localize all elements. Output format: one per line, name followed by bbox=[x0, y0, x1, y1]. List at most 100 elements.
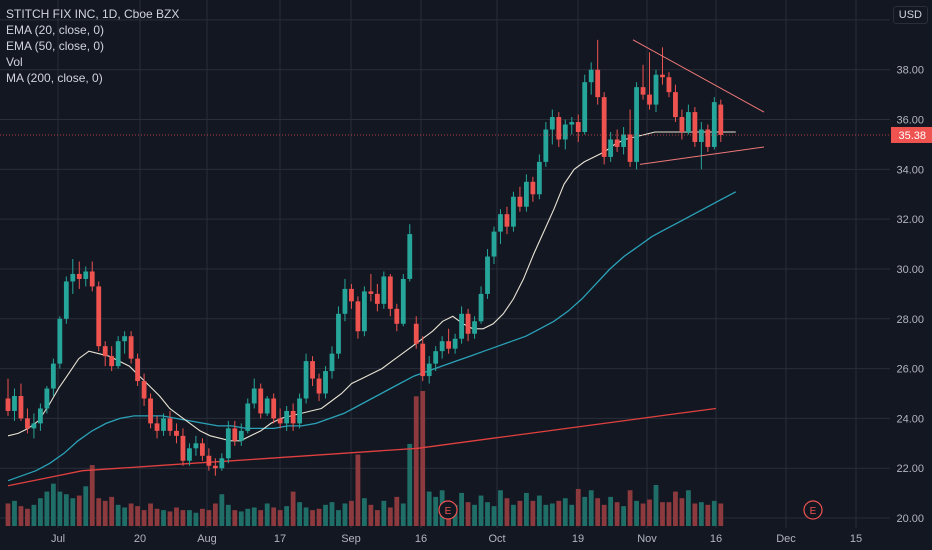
candle-body bbox=[206, 455, 212, 466]
volume-bar bbox=[705, 504, 711, 526]
y-tick-label: 38.00 bbox=[896, 65, 924, 77]
x-tick-label: 19 bbox=[572, 533, 584, 545]
candle-body bbox=[718, 104, 724, 135]
volume-bar bbox=[251, 507, 257, 526]
volume-bar bbox=[180, 510, 186, 526]
volume-bar bbox=[57, 491, 63, 526]
candle-body bbox=[303, 361, 309, 399]
candle-body bbox=[225, 428, 231, 459]
candle-body bbox=[647, 94, 652, 105]
candle-body bbox=[660, 74, 665, 78]
volume-bar bbox=[504, 498, 510, 526]
symbol-title[interactable]: STITCH FIX INC, 1D, Cboe BZX bbox=[6, 7, 180, 21]
candle-body bbox=[394, 308, 400, 324]
currency-badge[interactable]: USD bbox=[892, 6, 928, 24]
candle-body bbox=[517, 196, 523, 207]
volume-bar bbox=[608, 496, 614, 526]
candle-body bbox=[277, 418, 283, 424]
candle-body bbox=[109, 356, 115, 367]
earnings-marker bbox=[803, 500, 823, 520]
volume-bar bbox=[485, 502, 490, 526]
indicator-ma200[interactable]: MA (200, close, 0) bbox=[6, 71, 103, 85]
candle-body bbox=[5, 398, 11, 411]
candle-body bbox=[38, 408, 43, 424]
volume-bar bbox=[212, 503, 218, 526]
volume-bar bbox=[225, 504, 231, 526]
y-tick-label: 20.00 bbox=[896, 513, 924, 525]
candle-body bbox=[504, 214, 510, 227]
volume-bar bbox=[297, 502, 302, 526]
candle-body bbox=[673, 92, 678, 118]
indicator-volume[interactable]: Vol bbox=[6, 55, 23, 69]
candle-body bbox=[634, 87, 639, 162]
candle-body bbox=[31, 423, 37, 429]
volume-bar bbox=[12, 500, 17, 526]
candle-body bbox=[543, 129, 549, 162]
candle-body bbox=[212, 465, 218, 469]
volume-bar bbox=[413, 396, 419, 526]
x-tick-label: Sep bbox=[341, 533, 361, 545]
volume-bar bbox=[316, 508, 322, 526]
volume-bar bbox=[63, 494, 69, 526]
volume-bar bbox=[433, 496, 439, 526]
candle-body bbox=[122, 336, 128, 342]
candle-body bbox=[711, 102, 717, 147]
volume-bar bbox=[44, 491, 50, 526]
candle-body bbox=[148, 398, 153, 424]
volume-bar bbox=[161, 510, 166, 526]
candle-body bbox=[446, 341, 452, 349]
volume-bar bbox=[102, 500, 108, 526]
volume-bar bbox=[407, 443, 413, 526]
last-price-tag bbox=[891, 126, 932, 143]
volume-bar bbox=[498, 490, 503, 526]
candle-body bbox=[498, 214, 503, 232]
x-tick-label: 17 bbox=[274, 533, 286, 545]
volume-bar bbox=[115, 504, 121, 526]
candle-body bbox=[575, 122, 581, 132]
indicator-ema20[interactable]: EMA (20, close, 0) bbox=[6, 23, 105, 37]
volume-bar bbox=[5, 503, 11, 526]
candle-body bbox=[698, 129, 704, 142]
volume-bar bbox=[381, 500, 387, 526]
volume-bar bbox=[718, 503, 724, 526]
volume-bar bbox=[400, 503, 406, 526]
x-tick-label: Nov bbox=[637, 533, 657, 545]
last-price-label: 35.38 bbox=[898, 130, 926, 142]
candle-body bbox=[70, 273, 76, 282]
volume-bar bbox=[238, 511, 244, 526]
volume-bar bbox=[206, 510, 212, 526]
candle-body bbox=[200, 443, 205, 456]
candle-body bbox=[686, 112, 691, 132]
candle-body bbox=[154, 423, 160, 431]
candle-body bbox=[601, 97, 607, 157]
volume-bar bbox=[245, 508, 251, 526]
volume-bar bbox=[167, 511, 173, 526]
y-tick-label: 22.00 bbox=[896, 463, 924, 475]
candle-body bbox=[679, 117, 685, 132]
indicator-ema50[interactable]: EMA (50, close, 0) bbox=[6, 39, 105, 53]
volume-bar bbox=[50, 483, 56, 526]
candle-body bbox=[556, 117, 562, 140]
volume-bar bbox=[18, 506, 24, 526]
volume-bar bbox=[647, 499, 652, 526]
volume-bar bbox=[154, 508, 160, 526]
candle-body bbox=[653, 74, 659, 105]
volume-bar bbox=[290, 491, 296, 526]
x-tick-label: 20 bbox=[134, 533, 146, 545]
candle-body bbox=[167, 418, 173, 431]
candle-body bbox=[608, 139, 614, 157]
volume-bar bbox=[368, 504, 374, 526]
volume-bar bbox=[109, 496, 115, 526]
candle-body bbox=[297, 398, 302, 424]
candle-body bbox=[562, 124, 568, 140]
volume-bar bbox=[219, 494, 225, 526]
volume-bar bbox=[258, 510, 264, 526]
candle-body bbox=[336, 313, 341, 354]
volume-bar bbox=[562, 498, 568, 526]
volume-bar bbox=[141, 510, 147, 526]
volume-bar bbox=[511, 504, 516, 526]
candle-body bbox=[238, 430, 244, 441]
candle-body bbox=[342, 288, 348, 314]
volume-bar bbox=[459, 492, 464, 526]
